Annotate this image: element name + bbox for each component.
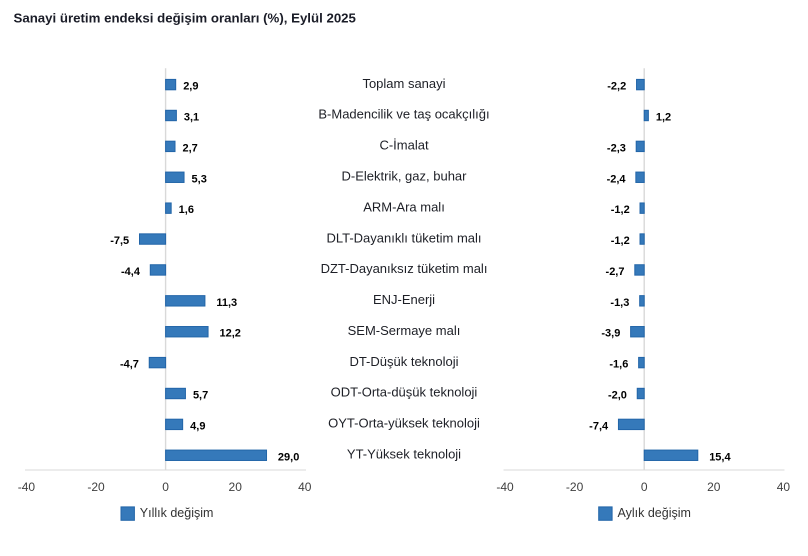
svg-text:-1,2: -1,2 (611, 204, 630, 216)
svg-text:D-Elektrik, gaz, buhar: D-Elektrik, gaz, buhar (342, 168, 468, 183)
svg-text:ENJ-Enerji: ENJ-Enerji (373, 292, 435, 307)
svg-text:4,9: 4,9 (190, 420, 205, 432)
svg-text:-1,6: -1,6 (609, 359, 628, 371)
svg-text:20: 20 (707, 480, 721, 494)
svg-text:-20: -20 (87, 480, 105, 494)
svg-text:-3,9: -3,9 (601, 328, 620, 340)
svg-text:2,9: 2,9 (183, 81, 198, 93)
svg-text:40: 40 (298, 480, 312, 494)
svg-text:-20: -20 (566, 480, 584, 494)
svg-text:-40: -40 (18, 480, 36, 494)
svg-text:ODT-Orta-düşük teknoloji: ODT-Orta-düşük teknoloji (331, 385, 478, 400)
svg-text:Aylık değişim: Aylık değişim (618, 506, 691, 520)
svg-text:2,7: 2,7 (183, 142, 198, 154)
svg-text:12,2: 12,2 (219, 328, 240, 340)
svg-text:-4,7: -4,7 (120, 359, 139, 371)
svg-text:0: 0 (641, 480, 648, 494)
svg-text:DZT-Dayanıksız tüketim malı: DZT-Dayanıksız tüketim malı (321, 261, 488, 276)
svg-text:-4,4: -4,4 (121, 266, 141, 278)
svg-text:B-Madencilik ve taş ocakçılığı: B-Madencilik ve taş ocakçılığı (318, 107, 489, 122)
svg-text:-1,2: -1,2 (611, 235, 630, 247)
svg-text:-7,4: -7,4 (589, 420, 609, 432)
svg-text:ARM-Ara malı: ARM-Ara malı (363, 199, 445, 214)
svg-text:-40: -40 (496, 480, 514, 494)
svg-text:5,3: 5,3 (192, 173, 207, 185)
svg-text:15,4: 15,4 (709, 451, 731, 463)
svg-text:Sanayi üretim endeksi değişim: Sanayi üretim endeksi değişim oranları (… (14, 11, 356, 26)
svg-text:OYT-Orta-yüksek teknoloji: OYT-Orta-yüksek teknoloji (328, 416, 480, 431)
svg-text:DT-Düşük teknoloji: DT-Düşük teknoloji (349, 354, 458, 369)
svg-text:1,2: 1,2 (656, 111, 671, 123)
svg-text:0: 0 (162, 480, 169, 494)
svg-text:C-İmalat: C-İmalat (379, 138, 429, 153)
svg-text:1,6: 1,6 (179, 204, 194, 216)
svg-text:Yıllık değişim: Yıllık değişim (140, 506, 214, 520)
svg-text:DLT-Dayanıklı tüketim malı: DLT-Dayanıklı tüketim malı (326, 230, 481, 245)
svg-text:-7,5: -7,5 (110, 235, 129, 247)
svg-text:-2,2: -2,2 (607, 81, 626, 93)
svg-text:40: 40 (777, 480, 791, 494)
svg-text:-2,7: -2,7 (606, 266, 625, 278)
svg-text:5,7: 5,7 (193, 390, 208, 402)
svg-text:-2,3: -2,3 (607, 142, 626, 154)
svg-text:-1,3: -1,3 (610, 297, 629, 309)
svg-text:11,3: 11,3 (216, 297, 237, 309)
svg-text:20: 20 (229, 480, 243, 494)
svg-text:-2,4: -2,4 (607, 173, 627, 185)
svg-text:SEM-Sermaye malı: SEM-Sermaye malı (348, 323, 461, 338)
svg-text:-2,0: -2,0 (608, 390, 627, 402)
svg-text:29,0: 29,0 (278, 451, 299, 463)
svg-text:3,1: 3,1 (184, 111, 199, 123)
svg-text:YT-Yüksek teknoloji: YT-Yüksek teknoloji (347, 446, 461, 461)
svg-text:Toplam sanayi: Toplam sanayi (362, 76, 445, 91)
